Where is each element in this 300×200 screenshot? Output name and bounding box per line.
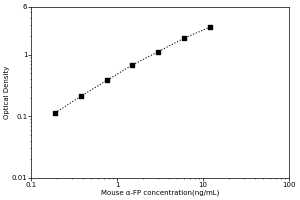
Point xyxy=(156,50,161,53)
Point xyxy=(78,95,83,98)
Point xyxy=(182,37,187,40)
Y-axis label: Optical Density: Optical Density xyxy=(4,66,10,119)
Point xyxy=(130,63,135,67)
Point xyxy=(104,79,109,82)
Point xyxy=(52,111,57,115)
X-axis label: Mouse α-FP concentration(ng/mL): Mouse α-FP concentration(ng/mL) xyxy=(101,189,220,196)
Point xyxy=(208,25,212,29)
